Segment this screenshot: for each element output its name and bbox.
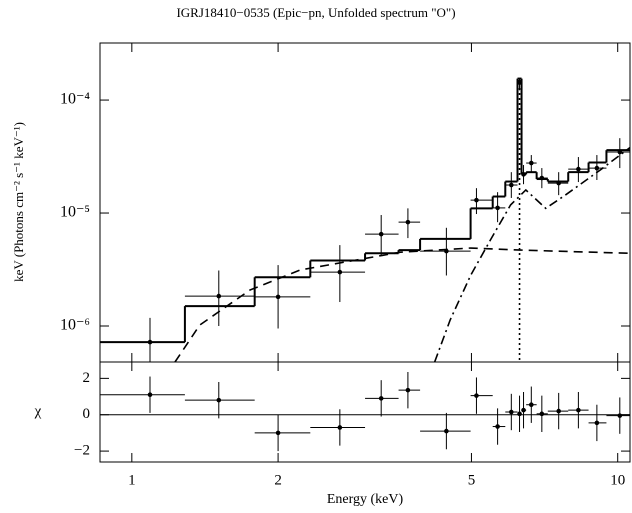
plot-frame	[99, 42, 631, 363]
data-point	[337, 425, 343, 430]
model-component	[433, 146, 630, 362]
y-tick-label: 10⁻⁴	[60, 91, 90, 108]
data-point	[517, 411, 522, 417]
data-point	[405, 219, 411, 225]
y-tick-label: −2	[74, 443, 90, 459]
data-point	[509, 182, 514, 188]
y-axis-label: keV (Photons cm⁻² s⁻¹ keV⁻¹)	[11, 122, 26, 282]
x-tick-label: 10	[610, 472, 625, 488]
data-point	[147, 392, 153, 398]
data-point	[576, 407, 581, 413]
data-point	[594, 420, 600, 426]
data-point	[521, 407, 526, 413]
data-point	[474, 197, 479, 203]
bottom-plot-area	[100, 372, 630, 452]
data-point	[275, 430, 281, 436]
data-point	[275, 294, 281, 300]
x-axis-label: Energy (keV)	[327, 492, 404, 507]
data-point	[617, 413, 623, 418]
data-point	[495, 205, 500, 211]
data-point	[216, 293, 222, 299]
plot-frame	[99, 361, 631, 463]
data-point	[378, 396, 384, 401]
y-tick-label: 2	[83, 370, 91, 386]
data-point	[528, 160, 534, 166]
data-point	[556, 408, 561, 414]
data-point	[444, 428, 449, 434]
data-point	[405, 387, 411, 393]
data-point	[495, 424, 500, 429]
data-point	[378, 231, 384, 237]
data-point	[337, 269, 343, 275]
data-point	[528, 402, 534, 408]
x-tick-label: 2	[274, 472, 282, 488]
data-point	[474, 393, 479, 398]
data-point	[216, 397, 222, 403]
data-point	[594, 165, 600, 171]
model-component	[174, 247, 630, 362]
top-plot-area	[100, 77, 630, 362]
x-tick-label: 1	[128, 472, 136, 488]
chart-title: IGRJ18410−0535 (Epic−pn, Unfolded spectr…	[176, 5, 455, 20]
data-point	[539, 411, 545, 417]
y-tick-label: 10⁻⁵	[60, 204, 90, 221]
x-tick-label: 5	[468, 472, 476, 488]
data-point	[576, 166, 581, 172]
data-point	[509, 409, 514, 415]
y-axis-label: χ	[34, 403, 42, 419]
y-tick-label: 10⁻⁶	[60, 317, 90, 334]
y-tick-label: 0	[83, 406, 91, 422]
